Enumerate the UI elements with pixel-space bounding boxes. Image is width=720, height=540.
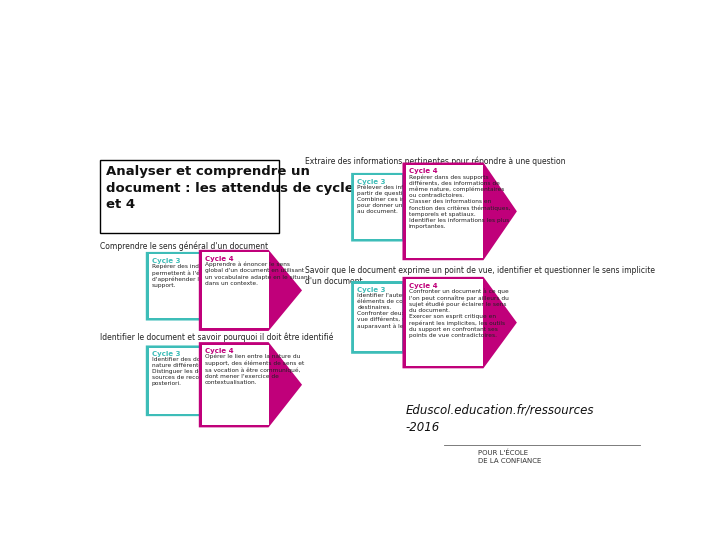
Polygon shape [402, 163, 517, 260]
Text: Cycle 4: Cycle 4 [205, 348, 233, 354]
Text: Eduscol.education.fr/ressources
-2016: Eduscol.education.fr/ressources -2016 [405, 404, 594, 434]
FancyBboxPatch shape [202, 252, 269, 328]
FancyBboxPatch shape [202, 345, 269, 425]
Text: Apprendre à énoncer le sens
global d'un document en utilisant
un vocabulaire ada: Apprendre à énoncer le sens global d'un … [205, 261, 310, 286]
Text: Confronter un document à ce que
l'on peut connaître par ailleurs du
sujet étudié: Confronter un document à ce que l'on peu… [409, 288, 508, 338]
Text: Comprendre le sens général d'un document: Comprendre le sens général d'un document [100, 241, 268, 251]
FancyBboxPatch shape [354, 176, 402, 239]
Polygon shape [402, 277, 517, 368]
Text: Cycle 3: Cycle 3 [152, 352, 181, 357]
Text: Repérer des indices qui
permettent à l'élève
d'appréhender le thème du
support.: Repérer des indices qui permettent à l'é… [152, 264, 233, 288]
Text: Analyser et comprendre un
document : les attendus de cycles 3
et 4: Analyser et comprendre un document : les… [106, 165, 375, 212]
Text: Prélever des informations à
partir de questions simples.
Combiner ces informatio: Prélever des informations à partir de qu… [357, 185, 440, 213]
Text: Cycle 3: Cycle 3 [357, 287, 386, 293]
Text: Identifier l'auteur des
éléments de contexte et ses
destinaires.
Confronter deux: Identifier l'auteur des éléments de cont… [357, 293, 442, 329]
Text: Cycle 4: Cycle 4 [205, 255, 233, 262]
Text: Extraire des informations pertinentes pour répondre à une question: Extraire des informations pertinentes po… [305, 156, 565, 166]
FancyBboxPatch shape [149, 348, 199, 414]
Text: Savoir que le document exprime un point de vue, identifier et questionner le sen: Savoir que le document exprime un point … [305, 266, 654, 286]
Text: Cycle 3: Cycle 3 [357, 179, 386, 185]
Text: Identifier des documents de
nature différente.
Distinguer les documents
sources : Identifier des documents de nature diffé… [152, 357, 235, 386]
Text: Identifier le document et savoir pourquoi il doit être identifié: Identifier le document et savoir pourquo… [100, 333, 333, 342]
FancyBboxPatch shape [100, 160, 279, 233]
FancyBboxPatch shape [354, 284, 402, 352]
FancyBboxPatch shape [406, 165, 483, 258]
Text: POUR L'ÉCOLE
DE LA CONFIANCE: POUR L'ÉCOLE DE LA CONFIANCE [478, 449, 541, 464]
Polygon shape [351, 281, 482, 354]
Text: Cycle 4: Cycle 4 [409, 282, 437, 289]
Polygon shape [351, 173, 482, 241]
Text: Repérer dans des supports
différents, des informations de
même nature, complémen: Repérer dans des supports différents, de… [409, 174, 510, 229]
FancyBboxPatch shape [149, 254, 199, 318]
Polygon shape [145, 346, 277, 416]
Text: Cycle 3: Cycle 3 [152, 258, 181, 264]
Polygon shape [199, 342, 302, 427]
Text: Cycle 4: Cycle 4 [409, 168, 437, 174]
Text: Opérer le lien entre la nature du
support, des éléments de sens et
sa vocation à: Opérer le lien entre la nature du suppor… [205, 354, 304, 384]
Polygon shape [145, 252, 277, 321]
FancyBboxPatch shape [406, 279, 483, 366]
Polygon shape [199, 250, 302, 331]
